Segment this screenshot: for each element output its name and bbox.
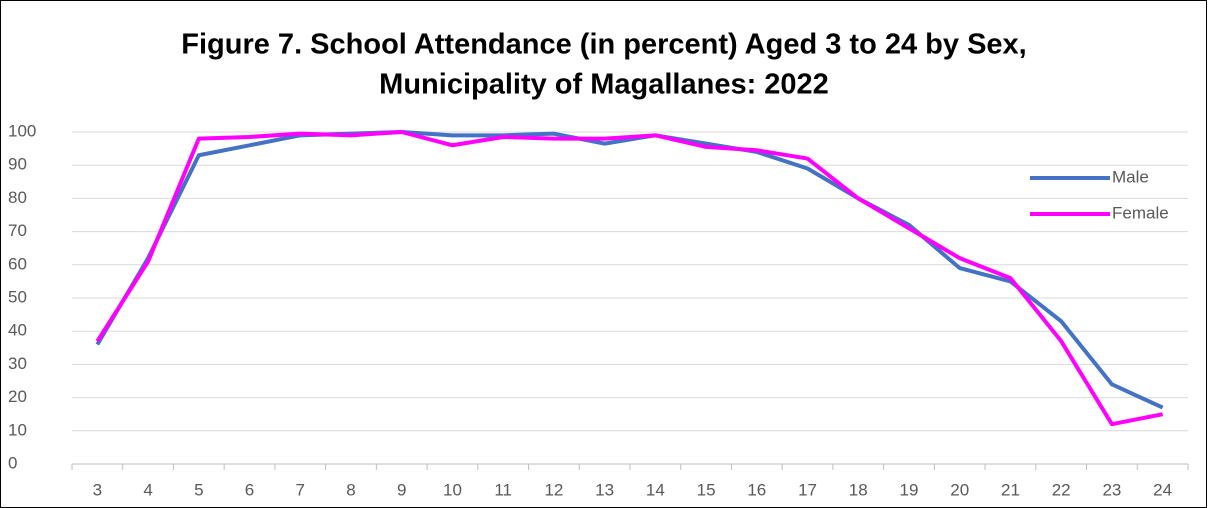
y-tick-label: 60 [8, 254, 27, 273]
y-tick-label: 10 [8, 420, 27, 439]
x-tick-label: 5 [194, 480, 203, 499]
y-tick-label: 50 [8, 287, 27, 306]
y-tick-label: 100 [8, 121, 36, 140]
line-series [95, 130, 1164, 427]
chart-title: Figure 7. School Attendance (in percent)… [181, 29, 1026, 61]
x-tick-label: 11 [494, 480, 512, 499]
y-tick-label: 40 [8, 321, 27, 340]
x-tick-label: 16 [747, 480, 766, 499]
legend-label: Female [1112, 203, 1169, 222]
legend-label: Male [1112, 167, 1149, 186]
x-tick-label: 23 [1102, 480, 1121, 499]
line-series [95, 130, 1164, 410]
y-tick-label: 0 [8, 453, 17, 472]
x-tick-label: 9 [397, 480, 406, 499]
x-tick-label: 12 [544, 480, 563, 499]
x-tick-label: 6 [245, 480, 254, 499]
x-tick-label: 24 [1153, 480, 1172, 499]
x-tick-label: 7 [296, 480, 305, 499]
x-tick-label: 4 [143, 480, 152, 499]
x-tick-label: 8 [346, 480, 355, 499]
x-tick-label: 10 [443, 480, 462, 499]
x-tick-label: 14 [646, 480, 665, 499]
y-tick-label: 20 [8, 387, 27, 406]
y-tick-label: 90 [8, 155, 27, 174]
x-tick-label: 18 [849, 480, 868, 499]
x-tick-label: 19 [900, 480, 919, 499]
y-tick-label: 80 [8, 188, 27, 207]
x-tick-label: 15 [697, 480, 716, 499]
x-tick-label: 22 [1052, 480, 1071, 499]
x-tick-label: 3 [93, 480, 102, 499]
y-tick-label: 70 [8, 221, 27, 240]
x-tick-label: 17 [798, 480, 817, 499]
chart-title: Municipality of Magallanes: 2022 [379, 69, 829, 101]
x-tick-label: 13 [595, 480, 614, 499]
y-tick-label: 30 [8, 354, 27, 373]
x-tick-label: 20 [950, 480, 969, 499]
x-tick-label: 21 [1001, 480, 1020, 499]
